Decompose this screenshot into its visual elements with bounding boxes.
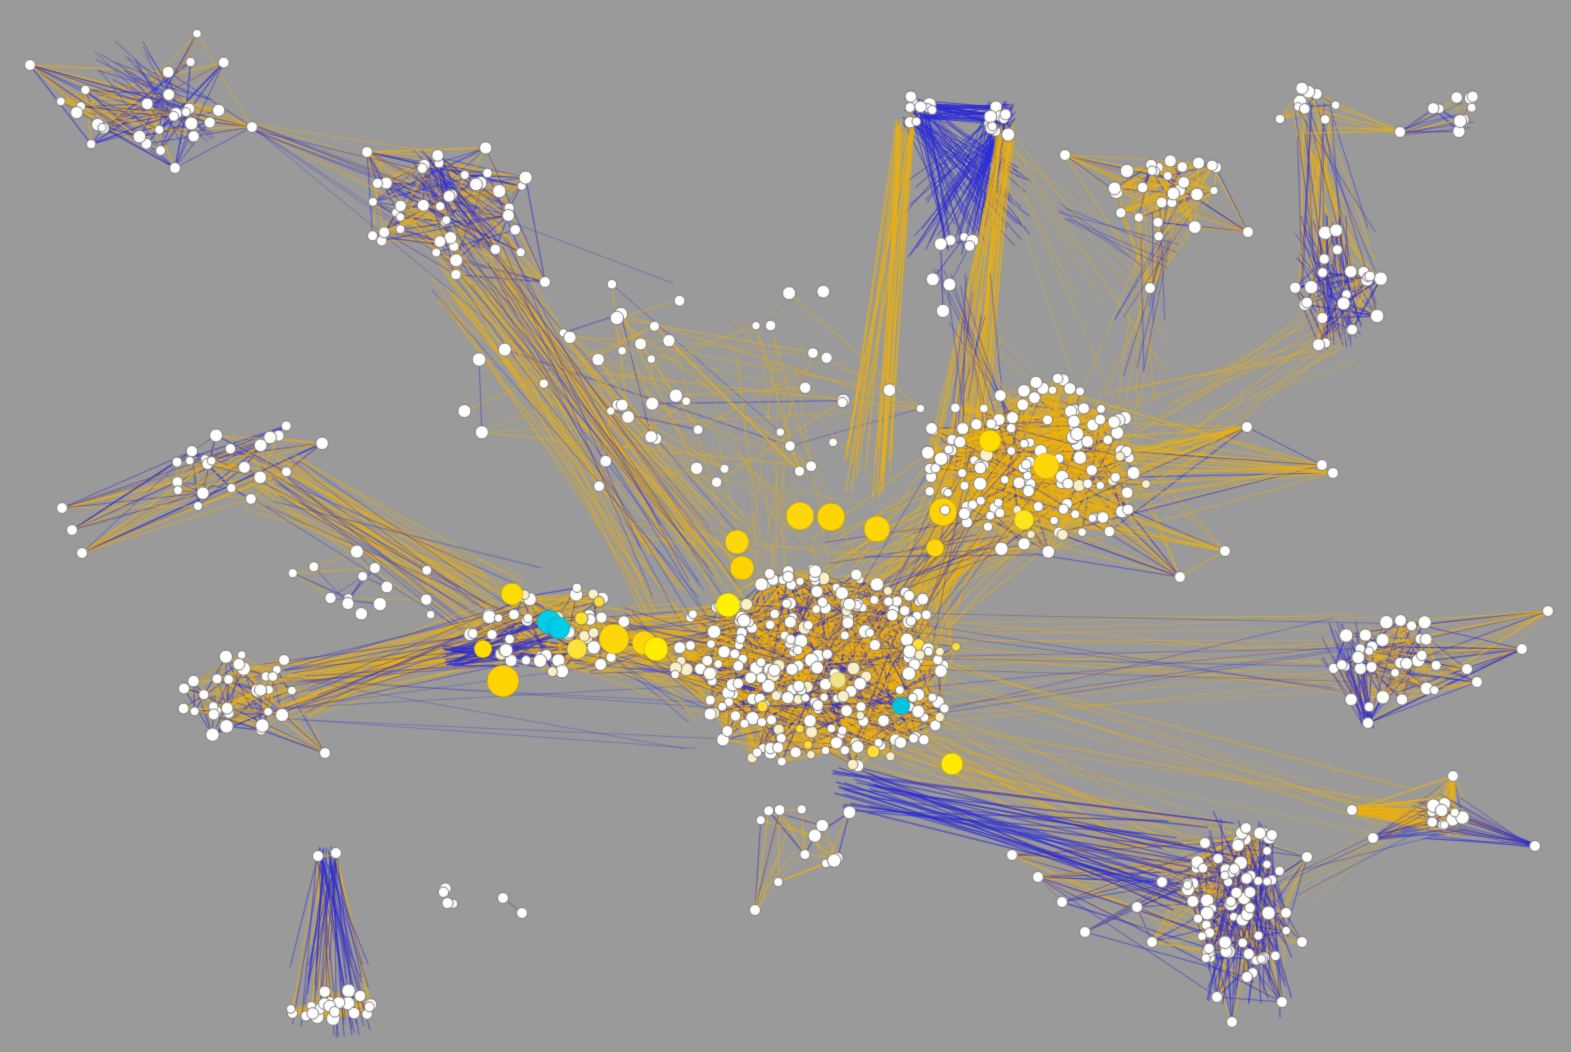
network-graph [0,0,1571,1052]
network-graph-canvas[interactable] [0,0,1571,1052]
